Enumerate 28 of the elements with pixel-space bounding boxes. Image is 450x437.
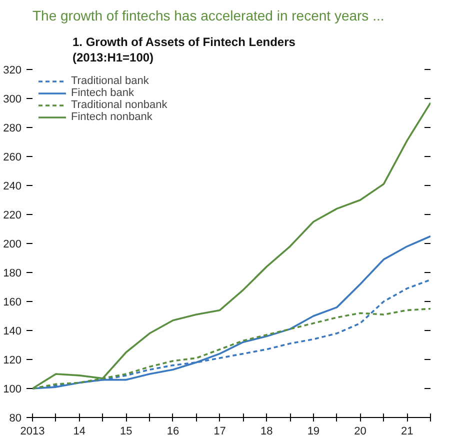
y-tick-label: 100	[3, 384, 22, 396]
y-tick-label: 280	[3, 122, 22, 134]
legend-label: Fintech nonbank	[71, 111, 152, 123]
x-tick-label: 16	[166, 426, 180, 437]
y-tick-label: 240	[3, 180, 22, 192]
x-tick-label: 18	[260, 426, 273, 437]
x-tick-label: 17	[214, 426, 226, 437]
legend-label: Traditional nonbank	[71, 99, 168, 111]
chart-title: The growth of fintechs has accelerated in recent years ...	[32, 8, 384, 24]
y-tick-label: 180	[3, 268, 22, 280]
y-tick-label: 160	[3, 296, 22, 308]
y-tick-label: 200	[3, 238, 22, 250]
legend-label: Fintech bank	[71, 87, 134, 99]
legend-label: Traditional bank	[71, 75, 149, 87]
y-tick-label: 80	[9, 412, 22, 424]
x-tick-label: 19	[307, 426, 320, 437]
x-tick-label: 14	[73, 426, 86, 437]
y-tick-label: 220	[3, 210, 22, 222]
x-tick-label: 20	[354, 426, 366, 437]
chart-subtitle: 1. Growth of Assets of Fintech Lenders (2013:H1=100)	[72, 35, 296, 64]
x-tick-label: 21	[400, 426, 414, 437]
x-tick-label: 15	[120, 426, 132, 437]
y-tick-label: 300	[3, 94, 22, 106]
x-tick-label: 2013	[20, 426, 45, 437]
y-tick-label: 320	[3, 64, 22, 76]
y-tick-label: 140	[3, 326, 22, 338]
y-tick-label: 260	[3, 152, 22, 164]
y-tick-label: 120	[3, 354, 22, 366]
